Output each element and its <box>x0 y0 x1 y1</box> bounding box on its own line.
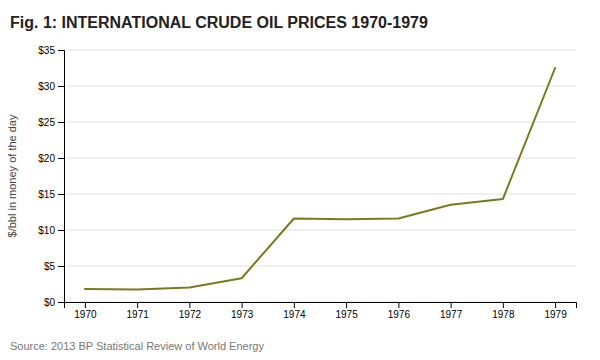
tick: 1978 <box>492 302 515 320</box>
grid <box>64 50 576 302</box>
tick-label: 1973 <box>231 309 254 320</box>
tick-label: 1978 <box>492 309 515 320</box>
tick: $5 <box>44 261 64 272</box>
tick-label: $25 <box>38 117 55 128</box>
tick: 1972 <box>179 302 202 320</box>
tick-label: 1970 <box>74 309 97 320</box>
plot: 1970 1971 1972 1973 1974 1975 1976 1977 1978 1979… <box>38 45 576 320</box>
tick-mark <box>58 302 64 303</box>
tick-mark <box>398 302 399 308</box>
tick-mark <box>58 266 64 267</box>
line <box>85 68 555 289</box>
grid-line <box>64 122 576 123</box>
chart: 1970 1971 1972 1973 1974 1975 1976 1977 1978 1979… <box>0 0 600 360</box>
tick-label: 1972 <box>179 309 202 320</box>
tick-mark <box>451 302 452 308</box>
tick-mark <box>346 302 347 308</box>
tick-label: $35 <box>38 45 55 56</box>
tick: $15 <box>38 189 64 200</box>
tick-mark <box>58 194 64 195</box>
x-axis: 1970 1971 1972 1973 1974 1975 1976 1977 1978 1979 <box>65 302 577 320</box>
tick: $20 <box>38 153 64 164</box>
title: Fig. 1: INTERNATIONAL CRUDE OIL PRICES 1… <box>10 14 428 31</box>
tick-mark <box>137 302 138 308</box>
tick-mark <box>58 50 64 51</box>
tick-mark <box>58 86 64 87</box>
tick: 1976 <box>388 302 411 320</box>
tick: 1979 <box>544 302 567 320</box>
tick: $10 <box>38 225 64 236</box>
grid-line <box>64 158 576 159</box>
tick: 1971 <box>127 302 150 320</box>
tick: 1973 <box>231 302 254 320</box>
tick-label: 1975 <box>335 309 358 320</box>
marks <box>85 68 555 289</box>
tick: 1975 <box>335 302 358 320</box>
tick-mark <box>503 302 504 308</box>
tick-mark <box>555 302 556 308</box>
tick: $30 <box>38 81 64 92</box>
tick: $35 <box>38 45 64 56</box>
tick-label: $0 <box>44 297 56 308</box>
tick-label: $15 <box>38 189 55 200</box>
grid-line <box>64 86 576 87</box>
tick-label: $30 <box>38 81 55 92</box>
tick-label: 1971 <box>127 309 150 320</box>
axis-line <box>58 51 65 303</box>
tick-label: 1979 <box>544 309 567 320</box>
tick-label: 1977 <box>440 309 463 320</box>
tick-mark <box>189 302 190 308</box>
tick: $25 <box>38 117 64 128</box>
y-axis-title: $/bbl in money of the day <box>6 114 18 237</box>
tick-label: $10 <box>38 225 55 236</box>
tick-mark <box>85 302 86 308</box>
tick-label: 1976 <box>388 309 411 320</box>
tick-mark <box>242 302 243 308</box>
tick-label: 1974 <box>283 309 306 320</box>
tick: 1970 <box>74 302 97 320</box>
axis-line <box>65 303 577 309</box>
tick: 1977 <box>440 302 463 320</box>
tick-mark <box>58 158 64 159</box>
tick-label: $5 <box>44 261 56 272</box>
annotation: Source: 2013 BP Statistical Review of Wo… <box>10 340 264 352</box>
grid-line <box>64 50 576 51</box>
tick: 1974 <box>283 302 306 320</box>
tick-mark <box>58 230 64 231</box>
y-axis: $0 $5 $10 $15 $20 $25 $30 $35 <box>38 45 64 308</box>
tick-mark <box>294 302 295 308</box>
grid-line <box>64 230 576 231</box>
tick: $0 <box>44 297 64 308</box>
grid-line <box>64 266 576 267</box>
tick-mark <box>58 122 64 123</box>
grid-line <box>64 194 576 195</box>
tick-label: $20 <box>38 153 55 164</box>
